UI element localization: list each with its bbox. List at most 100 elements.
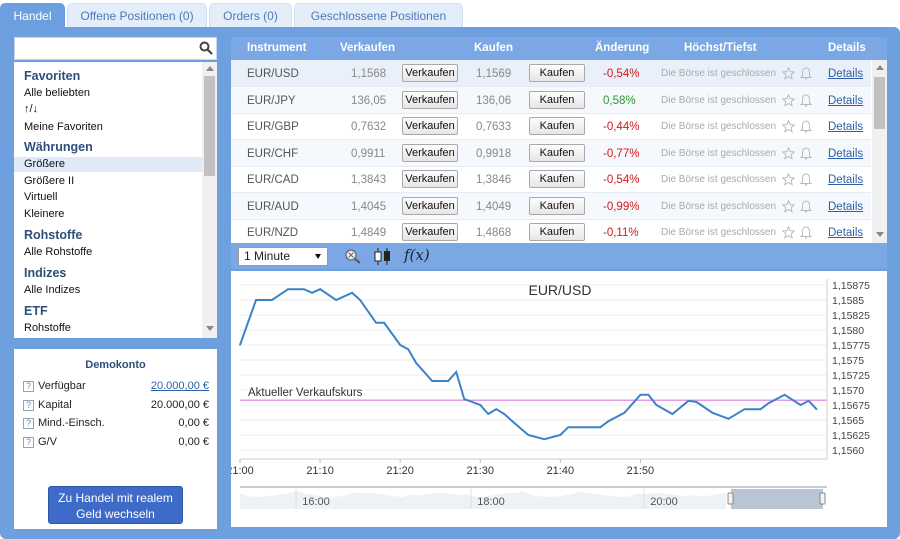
tab-open-positions[interactable]: Offene Positionen (0)	[67, 3, 207, 27]
table-row[interactable]: EUR/NZD 1,4849 Verkaufen 1,4868 Kaufen -0,11%…	[231, 219, 871, 243]
scrollbar-thumb[interactable]	[874, 77, 885, 129]
buy-button[interactable]: Kaufen	[529, 143, 585, 162]
help-icon[interactable]: ?	[23, 417, 34, 429]
buy-button[interactable]: Kaufen	[529, 117, 585, 135]
sell-button[interactable]: Verkaufen	[402, 64, 458, 82]
list-item[interactable]: Alle Rohstoffe	[24, 246, 93, 258]
scroll-up-icon[interactable]	[206, 66, 214, 71]
list-item[interactable]: Alle Indizes	[24, 284, 81, 296]
sell-price: 1,1568	[351, 68, 387, 80]
row-value: 20.000,00 €	[150, 399, 209, 411]
list-item[interactable]: ↑/↓	[24, 103, 39, 115]
zoom-reset-icon[interactable]	[344, 248, 362, 264]
list-item[interactable]: Größere	[24, 158, 65, 170]
table-row[interactable]: EUR/GBP 0,7632 Verkaufen 0,7633 Kaufen -0,44%…	[231, 113, 871, 140]
list-item[interactable]: Virtuell	[24, 191, 58, 203]
bell-icon[interactable]	[800, 173, 812, 186]
table-scrollbar[interactable]	[872, 60, 887, 243]
buy-button[interactable]: Kaufen	[529, 170, 585, 188]
data-point	[623, 412, 626, 414]
instrument-category-list: Favoriten Alle beliebten ↑/↓ Meine Favor…	[14, 62, 217, 338]
buy-button[interactable]: Kaufen	[529, 64, 585, 82]
bell-icon[interactable]	[800, 67, 812, 80]
star-icon[interactable]	[782, 146, 795, 160]
buy-button[interactable]: Kaufen	[529, 223, 585, 241]
details-link[interactable]: Details	[828, 227, 864, 239]
tab-closed-positions[interactable]: Geschlossene Positionen	[294, 3, 463, 27]
bell-icon[interactable]	[800, 146, 812, 160]
indicator-function-icon[interactable]: f(x)	[404, 246, 430, 264]
list-item[interactable]: Alle beliebten	[24, 87, 91, 99]
price-chart-svg[interactable]: 1,15875 1,1585 1,15825 1,1580 1,15775 1,1575 1…	[226, 271, 887, 527]
sell-button[interactable]: Verkaufen	[402, 223, 458, 241]
help-icon[interactable]: ?	[23, 436, 34, 448]
candlestick-icon[interactable]	[372, 247, 394, 266]
account-row-available: ? Verfügbar 20.000,00 €	[23, 380, 209, 394]
list-scrollbar[interactable]	[202, 62, 217, 338]
bell-icon[interactable]	[800, 93, 812, 107]
details-link[interactable]: Details	[828, 68, 864, 80]
quotes-table-body: EUR/USD 1,1568 Verkaufen 1,1569 Kaufen -0,54%…	[231, 60, 887, 243]
interval-select[interactable]: 1 Minute	[238, 247, 328, 266]
section-header-etf: ETF	[24, 304, 48, 318]
table-row[interactable]: EUR/USD 1,1568 Verkaufen 1,1569 Kaufen -0,54%…	[231, 60, 871, 87]
search-box[interactable]	[14, 37, 217, 60]
list-item[interactable]: Kleinere	[24, 208, 65, 220]
help-icon[interactable]: ?	[23, 380, 34, 392]
scroll-down-icon[interactable]	[876, 232, 884, 237]
section-header-indices: Indizes	[24, 266, 67, 280]
data-point	[727, 418, 730, 420]
star-icon[interactable]	[782, 226, 795, 239]
price-chart[interactable]: 1,15875 1,1585 1,15825 1,1580 1,15775 1,1575 1…	[226, 271, 887, 527]
sell-button[interactable]: Verkaufen	[402, 90, 458, 109]
star-icon[interactable]	[782, 199, 795, 213]
switch-to-real-money-button[interactable]: Zu Handel mit realem Geld wechseln	[48, 486, 183, 524]
list-item[interactable]: Rohstoffe	[24, 322, 71, 334]
data-point	[447, 380, 449, 382]
available-value-link[interactable]: 20.000,00 €	[150, 380, 209, 392]
bell-icon[interactable]	[800, 226, 812, 239]
scrollbar-thumb[interactable]	[204, 76, 215, 176]
tab-trade[interactable]: Handel	[0, 3, 65, 27]
search-input[interactable]	[15, 38, 195, 59]
list-item[interactable]: Meine Favoriten	[24, 121, 103, 133]
details-link[interactable]: Details	[828, 121, 864, 133]
buy-price: 1,4049	[476, 200, 512, 213]
buy-button[interactable]: Kaufen	[529, 90, 585, 109]
star-icon[interactable]	[782, 67, 795, 80]
bell-icon[interactable]	[800, 199, 812, 213]
scroll-down-icon[interactable]	[206, 326, 214, 331]
table-row[interactable]: EUR/CHF 0,9911 Verkaufen 0,9918 Kaufen -0,77%…	[231, 139, 871, 167]
data-point	[799, 404, 802, 406]
tab-orders[interactable]: Orders (0)	[209, 3, 292, 27]
details-link[interactable]: Details	[828, 94, 864, 107]
navigator-right-handle[interactable]	[819, 492, 826, 505]
star-icon[interactable]	[782, 120, 795, 133]
sell-price: 0,9911	[351, 147, 386, 160]
table-row[interactable]: EUR/CAD 1,3843 Verkaufen 1,3846 Kaufen -0,54%…	[231, 166, 871, 193]
scroll-up-icon[interactable]	[876, 65, 884, 70]
navigator-left-handle[interactable]	[727, 492, 734, 505]
table-row[interactable]: EUR/AUD 1,4045 Verkaufen 1,4049 Kaufen -0,99%…	[231, 192, 871, 220]
demo-account-title: Demokonto	[85, 359, 146, 371]
data-point	[647, 394, 650, 396]
sell-button[interactable]: Verkaufen	[402, 117, 458, 135]
help-icon[interactable]: ?	[23, 399, 34, 411]
details-link[interactable]: Details	[828, 200, 864, 213]
table-row[interactable]: EUR/JPY 136,05 Verkaufen 136,06 Kaufen 0,58% D…	[231, 86, 871, 114]
sell-button[interactable]: Verkaufen	[402, 143, 458, 162]
star-icon[interactable]	[782, 93, 795, 107]
bell-icon[interactable]	[800, 120, 812, 133]
change-percent: -0,44%	[603, 121, 640, 133]
column-header-high-low: Höchst/Tiefst	[684, 42, 757, 54]
buy-button[interactable]: Kaufen	[529, 196, 585, 215]
change-percent: 0,58%	[603, 94, 636, 107]
list-item[interactable]: Größere II	[24, 175, 75, 187]
search-icon[interactable]	[199, 41, 213, 55]
sell-button[interactable]: Verkaufen	[402, 170, 458, 188]
sell-button[interactable]: Verkaufen	[402, 196, 458, 215]
market-closed-status: Die Börse ist geschlossen	[661, 227, 777, 238]
star-icon[interactable]	[782, 173, 795, 186]
details-link[interactable]: Details	[828, 147, 864, 160]
details-link[interactable]: Details	[828, 174, 864, 186]
